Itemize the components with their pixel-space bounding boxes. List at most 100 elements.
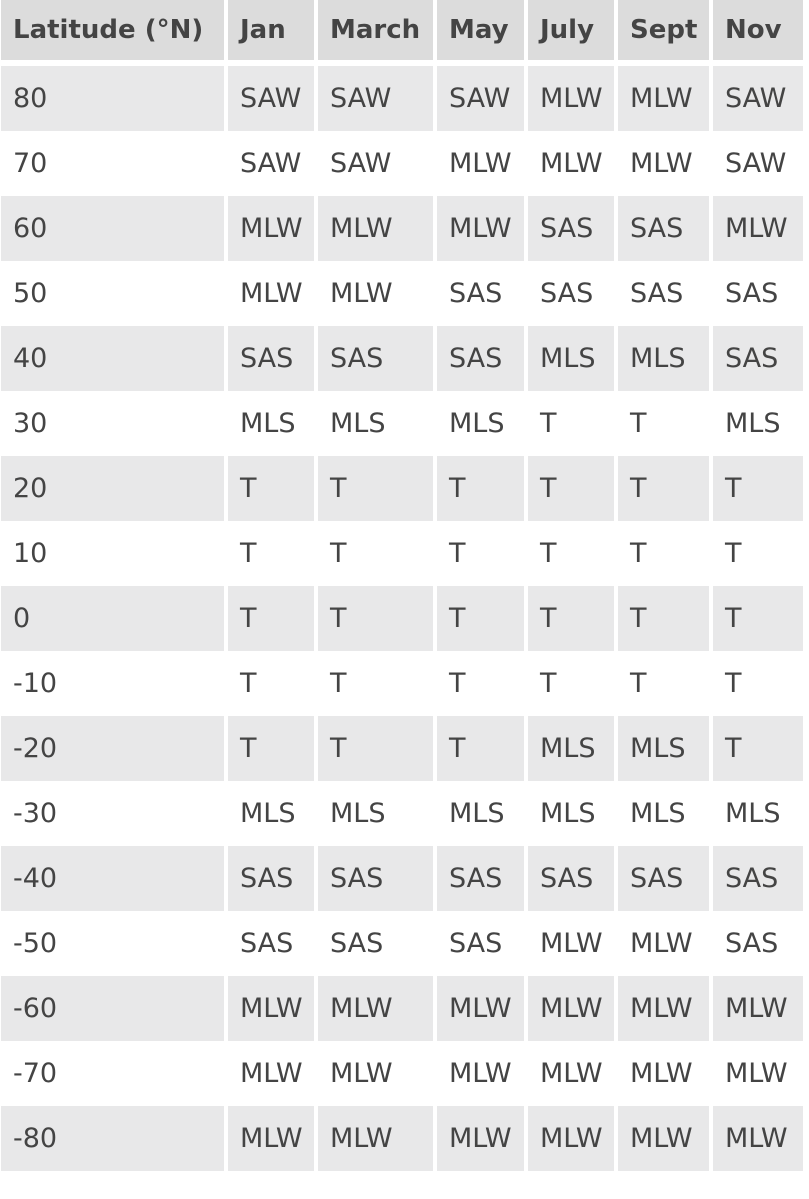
table-cell-nov: MLW bbox=[713, 976, 803, 1041]
table-cell-sept: T bbox=[618, 456, 709, 521]
table-cell-jan: SAS bbox=[228, 911, 314, 976]
table-cell-march: SAS bbox=[318, 911, 433, 976]
table-cell-latitude: 30 bbox=[1, 391, 224, 456]
table-cell-july: T bbox=[528, 391, 614, 456]
table-cell-july: SAS bbox=[528, 261, 614, 326]
table-cell-july: MLW bbox=[528, 66, 614, 131]
table-cell-sept: SAS bbox=[618, 846, 709, 911]
table-cell-sept: SAS bbox=[618, 261, 709, 326]
table-cell-nov: MLW bbox=[713, 1041, 803, 1106]
table-cell-july: MLW bbox=[528, 1106, 614, 1171]
table-cell-sept: T bbox=[618, 651, 709, 716]
table-cell-jan: SAW bbox=[228, 131, 314, 196]
header-cell-jan: Jan bbox=[228, 0, 314, 66]
table-row: -30 MLS MLS MLS MLS MLS MLS bbox=[1, 781, 803, 846]
table-cell-sept: T bbox=[618, 521, 709, 586]
table-cell-march: MLW bbox=[318, 261, 433, 326]
table-cell-july: MLW bbox=[528, 1041, 614, 1106]
table-row: 30 MLS MLS MLS T T MLS bbox=[1, 391, 803, 456]
table-cell-may: MLS bbox=[437, 781, 524, 846]
table-cell-nov: T bbox=[713, 716, 803, 781]
table-cell-nov: MLS bbox=[713, 391, 803, 456]
table-body: 80 SAW SAW SAW MLW MLW SAW 70 SAW SAW MLW MLW MLW SAW… bbox=[1, 66, 803, 1171]
table-cell-nov: SAW bbox=[713, 66, 803, 131]
table-cell-sept: MLW bbox=[618, 1041, 709, 1106]
table-cell-march: SAW bbox=[318, 131, 433, 196]
table-cell-nov: T bbox=[713, 456, 803, 521]
table-cell-may: SAS bbox=[437, 261, 524, 326]
table-cell-march: T bbox=[318, 716, 433, 781]
table-cell-latitude: -30 bbox=[1, 781, 224, 846]
table-cell-march: MLS bbox=[318, 781, 433, 846]
table-row: -80 MLW MLW MLW MLW MLW MLW bbox=[1, 1106, 803, 1171]
table-cell-sept: MLW bbox=[618, 911, 709, 976]
table-cell-july: T bbox=[528, 456, 614, 521]
table-cell-may: SAS bbox=[437, 846, 524, 911]
table-cell-may: MLW bbox=[437, 131, 524, 196]
table-cell-july: T bbox=[528, 651, 614, 716]
table-cell-latitude: -50 bbox=[1, 911, 224, 976]
table-cell-nov: MLW bbox=[713, 196, 803, 261]
table-cell-july: MLS bbox=[528, 781, 614, 846]
table-cell-jan: SAW bbox=[228, 66, 314, 131]
table-cell-march: T bbox=[318, 586, 433, 651]
table-cell-july: MLW bbox=[528, 131, 614, 196]
table-cell-july: T bbox=[528, 586, 614, 651]
table-cell-may: MLW bbox=[437, 976, 524, 1041]
table-cell-sept: T bbox=[618, 586, 709, 651]
table-row: 40 SAS SAS SAS MLS MLS SAS bbox=[1, 326, 803, 391]
table-cell-march: MLW bbox=[318, 1041, 433, 1106]
table-cell-jan: T bbox=[228, 456, 314, 521]
table-cell-nov: MLS bbox=[713, 781, 803, 846]
table-cell-jan: SAS bbox=[228, 846, 314, 911]
table-cell-may: T bbox=[437, 521, 524, 586]
table-cell-may: SAS bbox=[437, 911, 524, 976]
header-cell-sept: Sept bbox=[618, 0, 709, 66]
table-cell-nov: MLW bbox=[713, 1106, 803, 1171]
table-cell-latitude: -80 bbox=[1, 1106, 224, 1171]
table-row: 20 T T T T T T bbox=[1, 456, 803, 521]
table-cell-nov: T bbox=[713, 586, 803, 651]
table-cell-jan: MLW bbox=[228, 976, 314, 1041]
header-cell-nov: Nov bbox=[713, 0, 803, 66]
table-cell-may: T bbox=[437, 716, 524, 781]
table-cell-nov: SAW bbox=[713, 131, 803, 196]
table-cell-july: T bbox=[528, 521, 614, 586]
table-row: -70 MLW MLW MLW MLW MLW MLW bbox=[1, 1041, 803, 1106]
header-cell-march: March bbox=[318, 0, 433, 66]
table-cell-latitude: 50 bbox=[1, 261, 224, 326]
table-cell-latitude: -40 bbox=[1, 846, 224, 911]
table-cell-latitude: 10 bbox=[1, 521, 224, 586]
table-cell-jan: MLW bbox=[228, 261, 314, 326]
table-cell-latitude: 70 bbox=[1, 131, 224, 196]
table-cell-may: T bbox=[437, 456, 524, 521]
table-cell-jan: T bbox=[228, 521, 314, 586]
table-cell-sept: MLW bbox=[618, 66, 709, 131]
table-row: 60 MLW MLW MLW SAS SAS MLW bbox=[1, 196, 803, 261]
table-cell-july: MLW bbox=[528, 976, 614, 1041]
table-cell-sept: MLS bbox=[618, 326, 709, 391]
table-cell-latitude: 40 bbox=[1, 326, 224, 391]
table-cell-sept: T bbox=[618, 391, 709, 456]
table-cell-jan: T bbox=[228, 586, 314, 651]
table-cell-march: SAS bbox=[318, 846, 433, 911]
table-cell-sept: SAS bbox=[618, 196, 709, 261]
table-row: 50 MLW MLW SAS SAS SAS SAS bbox=[1, 261, 803, 326]
table-cell-march: T bbox=[318, 521, 433, 586]
table-cell-latitude: 20 bbox=[1, 456, 224, 521]
table-cell-jan: T bbox=[228, 716, 314, 781]
table-cell-july: MLS bbox=[528, 326, 614, 391]
table-cell-latitude: -70 bbox=[1, 1041, 224, 1106]
table-cell-march: MLW bbox=[318, 1106, 433, 1171]
table-cell-latitude: -10 bbox=[1, 651, 224, 716]
table-cell-sept: MLW bbox=[618, 1106, 709, 1171]
table-cell-july: MLS bbox=[528, 716, 614, 781]
table-cell-sept: MLS bbox=[618, 716, 709, 781]
table-cell-sept: MLW bbox=[618, 976, 709, 1041]
table-row: -20 T T T MLS MLS T bbox=[1, 716, 803, 781]
table-cell-latitude: 0 bbox=[1, 586, 224, 651]
header-cell-july: July bbox=[528, 0, 614, 66]
table-cell-jan: MLS bbox=[228, 781, 314, 846]
table-cell-may: T bbox=[437, 651, 524, 716]
table-cell-nov: T bbox=[713, 651, 803, 716]
